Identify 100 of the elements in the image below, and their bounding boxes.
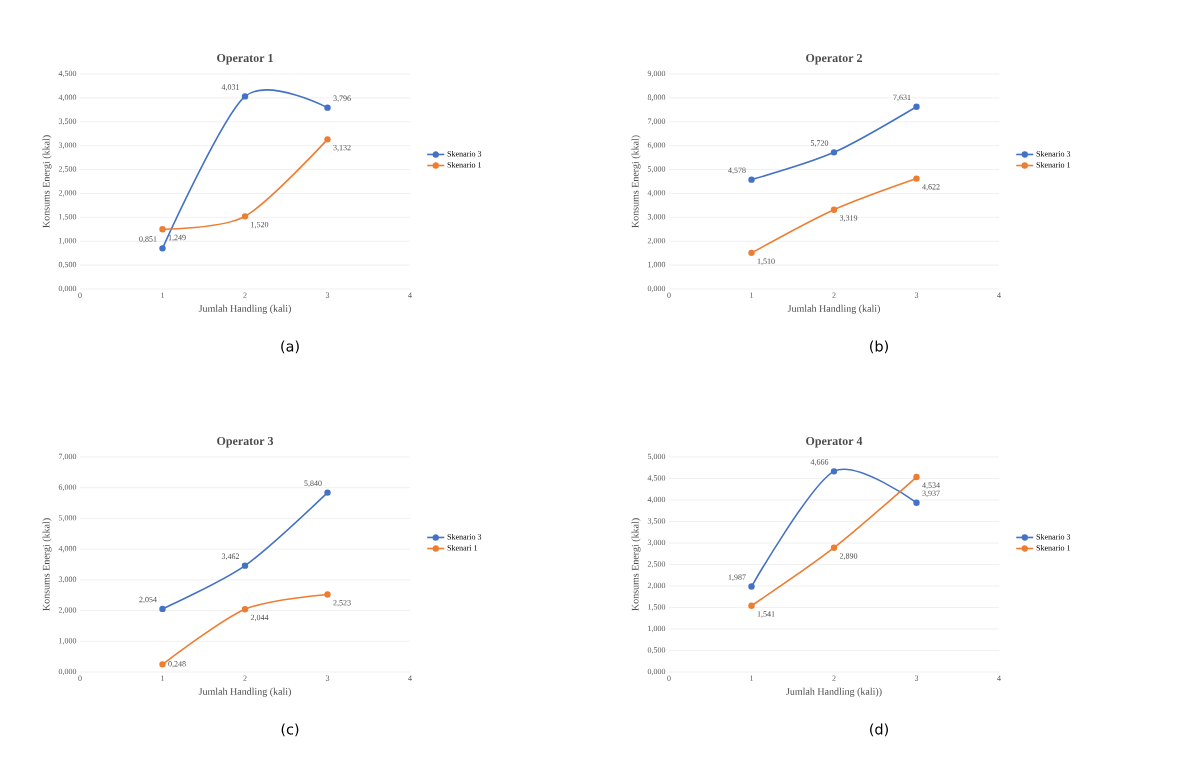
y-tick-label: 3,000 (647, 539, 666, 547)
point (913, 499, 920, 506)
y-tick-label: 0,000 (58, 668, 77, 676)
point (748, 583, 755, 590)
y-tick-label: 7,000 (648, 118, 666, 126)
data-label: 4,666 (810, 459, 829, 466)
y-tick-label: 2,000 (647, 582, 666, 590)
legend-label: Skenari 1 (447, 544, 478, 551)
point (830, 468, 838, 475)
data-label: 2,523 (333, 600, 351, 607)
y-tick-label: 4,500 (647, 475, 666, 482)
point (913, 473, 920, 481)
point (241, 93, 249, 100)
x-tick-label: 2 (832, 675, 836, 681)
x-tick-label: 0 (78, 292, 82, 298)
x-tick-label: 4 (408, 292, 412, 298)
x-tick-label: 1 (161, 675, 165, 681)
x-tick-label: 4 (997, 675, 1001, 681)
x-tick-label: 2 (832, 292, 836, 298)
y-tick-label: 4,000 (58, 94, 77, 102)
point (830, 149, 838, 156)
point (830, 544, 838, 551)
point (159, 661, 166, 668)
y-tick-label: 0,000 (647, 668, 666, 676)
data-label: 2,054 (139, 596, 157, 604)
data-label: 4,534 (922, 482, 940, 490)
y-tick-label: 0,500 (58, 261, 77, 269)
y-tick-label: 1,500 (59, 214, 77, 221)
y-tick-label: 0,000 (647, 285, 666, 293)
point (324, 591, 331, 598)
point (241, 606, 249, 613)
point (748, 176, 755, 183)
data-label: 1,249 (168, 234, 186, 242)
y-tick-label: 6,000 (647, 142, 666, 149)
x-tick-label: 3 (914, 292, 919, 298)
data-label: 5,720 (810, 140, 829, 147)
data-label: 5,840 (304, 480, 322, 488)
legend-label: Skenario 1 (447, 161, 482, 168)
y-tick-label: 0,500 (647, 647, 666, 654)
y-axis-title: Konsums Energi (kkal) (42, 518, 52, 611)
chart-title: Operator 1 (217, 53, 273, 65)
point (159, 245, 166, 252)
y-tick-label: 2,000 (58, 190, 77, 197)
y-tick-label: 9,000 (647, 70, 666, 78)
data-label: 0,851 (139, 236, 157, 243)
y-tick-label: 1,000 (59, 638, 77, 645)
y-axis-title: Konsums Energi (kkal) (631, 518, 641, 611)
y-tick-label: 0,000 (58, 285, 77, 293)
x-tick-label: 0 (78, 675, 82, 681)
y-tick-label: 2,000 (58, 607, 77, 614)
y-tick-label: 2,500 (58, 166, 77, 173)
y-tick-label: 4,000 (647, 190, 666, 197)
point (324, 104, 331, 111)
point (748, 602, 755, 609)
point (241, 562, 249, 569)
legend-label: Skenario 1 (1036, 161, 1071, 168)
point (241, 213, 249, 220)
data-label: 3,319 (839, 215, 858, 222)
data-label: 1,510 (757, 258, 775, 265)
x-tick-label: 3 (325, 292, 330, 298)
y-tick-label: 6,000 (58, 484, 77, 491)
data-label: 4,031 (221, 84, 239, 91)
x-axis-title: Jumlah Handling (kali) (787, 304, 880, 314)
x-tick-label: 1 (161, 292, 165, 298)
legend-label: Skenario 3 (447, 533, 482, 540)
y-tick-label: 3,000 (647, 214, 666, 221)
y-tick-label: 1,000 (59, 237, 77, 245)
x-tick-label: 1 (750, 675, 754, 681)
chart-title: Operator 2 (806, 53, 862, 65)
y-tick-label: 7,000 (59, 453, 77, 461)
text: (b) (870, 340, 888, 354)
x-tick-label: 2 (243, 292, 247, 298)
data-label: 3,796 (333, 95, 351, 103)
data-label: 1,987 (728, 574, 746, 582)
x-tick-label: 2 (243, 675, 247, 681)
text: (c) (281, 723, 299, 737)
data-label: 3,132 (333, 144, 351, 152)
y-tick-label: 5,000 (647, 453, 666, 461)
text: (a) (281, 340, 299, 354)
point (324, 489, 331, 496)
x-tick-label: 4 (408, 675, 412, 681)
y-tick-label: 5,000 (647, 166, 666, 173)
y-tick-label: 3,000 (58, 142, 77, 149)
x-tick-label: 3 (914, 675, 919, 681)
y-tick-label: 2,000 (647, 237, 666, 245)
data-label: 4,578 (728, 167, 746, 175)
point (748, 249, 755, 257)
legend-label: Skenario 3 (1036, 150, 1071, 157)
data-label: 4,622 (922, 184, 940, 191)
y-tick-label: 4,000 (647, 496, 666, 504)
y-axis-title: Konsums Energi (kkal) (631, 135, 641, 228)
chart-title: Operator 4 (806, 436, 863, 448)
point (159, 605, 166, 613)
x-tick-label: 0 (667, 292, 671, 298)
x-tick-label: 3 (325, 675, 330, 681)
point (324, 136, 331, 143)
y-tick-label: 3,000 (58, 576, 77, 584)
point (913, 103, 920, 110)
y-tick-label: 4,000 (58, 545, 77, 553)
data-label: 3,937 (922, 490, 940, 498)
